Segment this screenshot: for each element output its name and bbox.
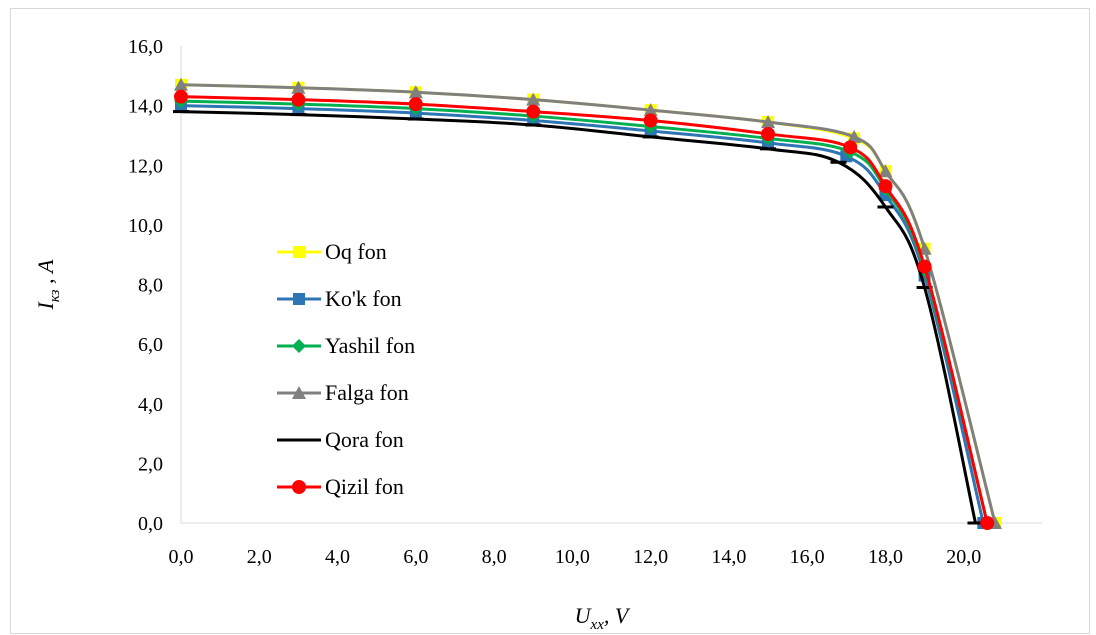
legend-label: Falga fon [325,380,409,405]
series-5 [173,110,984,525]
y-tick-label: 0,0 [138,513,163,535]
data-point [760,147,777,151]
x-tick-label: 12,0 [633,546,668,568]
y-tick-label: 4,0 [138,394,163,416]
y-tick-label: 16,0 [128,36,163,58]
data-point [830,160,847,164]
legend-item: Yashil fon [277,333,415,358]
data-point [878,179,893,194]
data-point [526,104,541,119]
legend-item: Falga fon [277,380,409,405]
x-tick-label: 20,0 [946,546,981,568]
legend-label: Oq fon [325,239,387,264]
y-axis-title: Iкз , A [33,259,63,311]
data-point [847,129,862,143]
data-point [290,113,307,117]
data-point [980,516,995,530]
data-point [916,285,933,289]
x-tick-label: 6,0 [403,546,428,568]
legend-label: Yashil fon [325,333,415,358]
y-tick-label: 12,0 [128,155,163,177]
x-axis-title: Uxx, V [575,603,631,633]
series-layer [173,77,1003,530]
data-point [526,92,541,106]
legend-marker [293,246,305,258]
data-point [877,205,894,209]
y-tick-label: 2,0 [138,453,163,475]
legend-item: Qizil fon [277,474,404,499]
legend: Oq fon Ko'k fon Yashil fon Falga fon Qora fo… [277,239,415,499]
legend-marker [291,438,307,442]
data-point [291,92,306,107]
series-3 [174,94,995,530]
x-tick-label: 8,0 [482,546,507,568]
series-4 [174,77,1003,529]
chart-frame: 0,0 2,0 4,0 6,0 8,0 10,0 12,0 14,0 16,0 0,0 2,0 4,0… [10,8,1090,634]
data-point [174,89,188,104]
axes: 0,0 2,0 4,0 6,0 8,0 10,0 12,0 14,0 16,0 0,0 2,0 4,0… [128,36,1042,568]
data-point [643,103,658,117]
x-tick-label: 2,0 [247,546,272,568]
data-point [642,135,659,139]
legend-marker [292,339,306,353]
legend-item: Ko'k fon [277,286,402,311]
y-tick-label: 10,0 [128,215,163,237]
legend-label: Qizil fon [325,474,404,499]
y-tick-label: 14,0 [128,96,163,118]
data-point [761,115,776,129]
data-point [967,521,984,525]
chart-svg: 0,0 2,0 4,0 6,0 8,0 10,0 12,0 14,0 16,0 0,0 2,0 4,0… [33,36,1042,633]
x-tick-label: 10,0 [555,546,590,568]
data-point [174,77,188,91]
legend-item: Oq fon [277,239,387,264]
legend-marker [292,480,306,494]
y-tick-label: 8,0 [138,275,163,297]
y-tick-label: 6,0 [138,334,163,356]
data-point [408,97,423,112]
series-6 [174,89,995,530]
data-point [408,85,423,99]
series-line [180,104,985,524]
legend-marker [292,386,306,399]
data-point [843,140,858,155]
data-point [407,117,424,121]
x-tick-label: 18,0 [868,546,903,568]
data-point [643,113,658,128]
legend-item: Qora fon [277,427,404,452]
series-line [180,110,977,524]
data-point [291,80,306,94]
data-point [761,126,776,141]
legend-marker [293,293,305,305]
data-point [173,110,189,114]
x-tick-label: 14,0 [711,546,746,568]
data-point [878,164,893,178]
x-tick-label: 0,0 [169,546,194,568]
x-tick-label: 16,0 [790,546,825,568]
legend-label: Qora fon [325,427,404,452]
legend-label: Ko'k fon [325,286,402,311]
x-tick-label: 4,0 [325,546,350,568]
data-point [525,123,542,127]
data-point [917,259,932,274]
series-line [180,99,989,524]
